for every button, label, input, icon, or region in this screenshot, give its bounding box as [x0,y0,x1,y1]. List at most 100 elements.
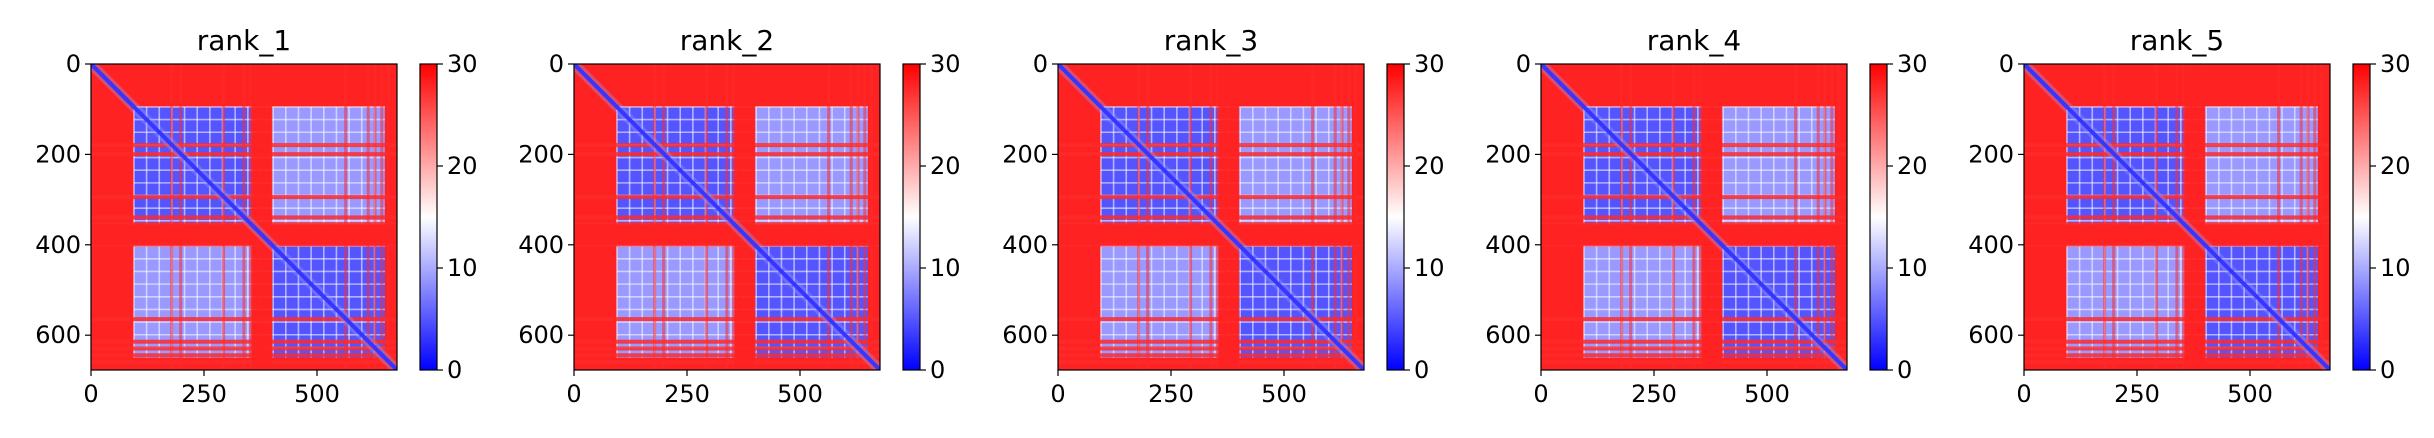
heatmap-band [1340,64,1343,370]
y-tick-label: 0 [66,50,81,78]
heatmap-band [574,346,880,350]
heatmap-gap [2184,64,2204,370]
y-tick-label: 400 [1002,231,1048,259]
heatmap-band [2024,353,2330,357]
x-tick-label: 500 [777,380,823,408]
heatmap-band [1541,346,1847,350]
heatmap-band [91,346,397,350]
x-tick-label: 0 [83,380,98,408]
panel-rank_1: rank_1 0 250 500 0 200 400 600 0 10 20 30 [35,24,477,408]
colorbar-tick-label: 0 [2380,356,2395,384]
heatmap [1541,64,1847,370]
heatmap-band [574,353,880,357]
heatmap-band [1541,353,1847,357]
x-tick-label: 500 [294,380,340,408]
y-tick-label: 0 [1999,50,2014,78]
heatmap-band [1823,64,1826,370]
heatmap-gap [2024,224,2330,244]
panel-rank_5: rank_5 0 250 500 0 200 400 600 0 10 20 30 [1968,24,2410,408]
heatmap-gap [1701,64,1721,370]
colorbar-tick-label: 10 [1414,254,1445,282]
colorbar-tick-label: 0 [447,356,462,384]
colorbar-tick-label: 0 [1414,356,1429,384]
y-tick-label: 200 [1485,140,1531,168]
y-tick-label: 400 [1485,231,1531,259]
y-tick-label: 0 [1516,50,1531,78]
heatmap-band [387,64,390,370]
colorbar [903,64,920,370]
chart-title: rank_1 [197,24,291,57]
colorbar-tick-label: 20 [2380,152,2411,180]
y-tick-label: 400 [35,231,81,259]
colorbar [1387,64,1404,370]
panel-rank_4: rank_4 0 250 500 0 200 400 600 0 10 20 30 [1485,24,1927,408]
heatmap-band [1817,64,1820,370]
chart-title: rank_4 [1647,24,1741,57]
heatmap-band [1058,353,1364,357]
y-tick-label: 200 [1002,140,1048,168]
colorbar-tick-label: 10 [2380,254,2411,282]
heatmap-band [574,340,880,344]
heatmap-band [1058,360,1364,364]
heatmap-band [863,64,866,370]
y-tick-label: 200 [1968,140,2014,168]
x-tick-label: 0 [2016,380,2031,408]
heatmap-gap [1058,224,1364,244]
x-tick-label: 500 [2227,380,2273,408]
heatmap-band [91,353,397,357]
colorbar-tick-label: 20 [447,152,478,180]
heatmap-band [1541,360,1847,364]
y-tick-label: 400 [1968,231,2014,259]
heatmap-gap [251,64,271,370]
chart-title: rank_2 [680,24,774,57]
heatmap-gap [1218,64,1238,370]
heatmap [2024,64,2330,370]
heatmap-band [373,64,376,370]
x-tick-label: 250 [664,380,710,408]
heatmap-band [2024,360,2330,364]
heatmap-gap [734,64,754,370]
heatmap-gap [574,224,880,244]
y-tick-label: 400 [518,231,564,259]
colorbar-tick-label: 10 [447,254,478,282]
heatmap [574,64,880,370]
x-tick-label: 500 [1261,380,1307,408]
x-tick-label: 250 [1631,380,1677,408]
heatmap-band [1347,64,1350,370]
chart-title: rank_3 [1164,24,1258,57]
heatmap-gap [91,224,397,244]
heatmap-band [1058,346,1364,350]
heatmap [1058,64,1364,370]
x-tick-label: 0 [1050,380,1065,408]
heatmap-band [856,64,859,370]
heatmap-band [1541,340,1847,344]
y-tick-label: 600 [35,321,81,349]
colorbar-tick-label: 20 [930,152,961,180]
y-tick-label: 0 [1033,50,1048,78]
heatmap-band [574,360,880,364]
x-tick-label: 250 [2114,380,2160,408]
heatmap [91,64,397,370]
colorbar [1870,64,1887,370]
heatmap-band [1058,340,1364,344]
heatmap-band [2320,64,2323,370]
heatmap-band [2306,64,2309,370]
x-tick-label: 0 [1533,380,1548,408]
heatmap-band [1354,64,1357,370]
colorbar-tick-label: 30 [1897,50,1928,78]
chart-title: rank_5 [2130,24,2224,57]
x-tick-label: 0 [566,380,581,408]
colorbar-tick-label: 20 [1897,152,1928,180]
heatmap-band [2300,64,2303,370]
heatmap-band [367,64,370,370]
heatmap-band [380,64,383,370]
heatmap-band [91,360,397,364]
heatmap-band [1837,64,1840,370]
colorbar [420,64,437,370]
heatmap-band [1334,64,1337,370]
y-tick-label: 0 [549,50,564,78]
colorbar [2353,64,2370,370]
panel-rank_2: rank_2 0 250 500 0 200 400 600 0 10 20 30 [518,24,960,408]
colorbar-tick-label: 0 [930,356,945,384]
